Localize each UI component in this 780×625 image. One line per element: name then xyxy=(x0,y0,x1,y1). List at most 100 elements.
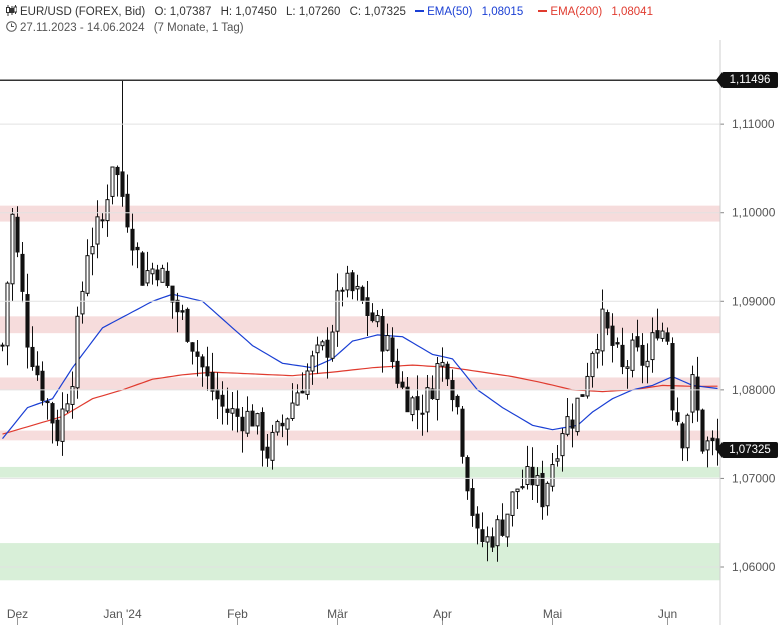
candle-body xyxy=(555,458,560,462)
candle-body xyxy=(435,363,440,400)
candle-body xyxy=(310,355,315,372)
y-tick-label: 1,09000 xyxy=(732,294,776,308)
candle-body xyxy=(180,310,185,313)
candle-body xyxy=(120,171,125,197)
candle-body xyxy=(525,466,530,485)
candle-body xyxy=(95,216,100,245)
candle-body xyxy=(380,316,385,352)
candle-body xyxy=(165,270,170,287)
period-high-price-tag: 1,11496 xyxy=(716,72,778,89)
candle-body xyxy=(440,361,445,367)
candle-body xyxy=(30,346,35,368)
candle-body xyxy=(110,166,115,197)
x-tick-label: Jun xyxy=(658,607,677,621)
candle-body xyxy=(655,330,660,339)
ema50-line xyxy=(2,293,718,439)
candle-body xyxy=(295,392,300,406)
timeframe: (7 Monate, 1 Tag) xyxy=(153,22,244,34)
date-range-row: 27.11.2023 - 14.06.2024 (7 Monate, 1 Tag… xyxy=(6,21,250,34)
candle-body xyxy=(190,342,195,352)
candle-body xyxy=(620,344,625,368)
candle-body xyxy=(70,386,75,405)
candle-body xyxy=(550,464,555,487)
candle-body xyxy=(430,388,435,400)
candle-body xyxy=(400,381,405,388)
candle-body xyxy=(705,440,710,451)
candle-body xyxy=(255,413,260,427)
candle-body xyxy=(40,370,45,401)
candle-body xyxy=(495,519,500,547)
candle-body xyxy=(700,409,705,452)
ema200-legend[interactable]: EMA(200) 1,08041 xyxy=(538,6,659,18)
ohlc-close: C: 1,07325 xyxy=(349,6,406,18)
clock-icon xyxy=(6,21,17,32)
candle-body xyxy=(320,341,325,347)
candle-body xyxy=(475,513,480,529)
y-tick-label: 1,07000 xyxy=(732,471,776,485)
candle-body xyxy=(665,332,670,342)
candle-body xyxy=(45,401,50,404)
axes: 1,06000 1,07000 1,08000 1,09000 1,10000 1,110… xyxy=(0,40,776,625)
candle-body xyxy=(185,308,190,342)
candle-body xyxy=(520,486,525,489)
candle-body xyxy=(505,513,510,538)
candle-body xyxy=(230,408,235,414)
candle-body xyxy=(15,216,20,253)
candle-body xyxy=(50,403,55,424)
date-range: 27.11.2023 - 14.06.2024 xyxy=(20,22,145,34)
candle-body xyxy=(580,394,585,397)
candle-body xyxy=(355,285,360,290)
candle-body xyxy=(55,419,60,442)
candle-body xyxy=(420,412,425,415)
candle-body xyxy=(585,375,590,397)
candle-body xyxy=(695,376,700,411)
ema50-label: EMA(50) xyxy=(427,6,473,18)
candle-body xyxy=(565,416,570,435)
candle-body xyxy=(595,349,600,354)
candle-body xyxy=(370,312,375,322)
candle-body xyxy=(105,199,110,222)
price-zone xyxy=(0,377,720,390)
candle-body xyxy=(210,372,215,392)
candle-body xyxy=(360,286,365,302)
candle-body xyxy=(490,536,495,548)
candle-body xyxy=(125,193,130,228)
candle-body xyxy=(290,402,295,419)
candle-body xyxy=(220,394,225,407)
ema200-value: 1,08041 xyxy=(611,6,653,18)
price-zone xyxy=(0,430,720,441)
ema50-legend[interactable]: EMA(50) 1,08015 xyxy=(415,6,529,18)
candle-body xyxy=(630,339,635,371)
candle-body xyxy=(690,374,695,413)
candle-body xyxy=(530,466,535,486)
candle-body xyxy=(640,344,645,366)
candle-body xyxy=(385,335,390,351)
candle-body xyxy=(515,488,520,493)
ohlc-low: L: 1,07260 xyxy=(286,6,341,18)
x-tick-label: Jan '24 xyxy=(103,607,142,621)
ohlc-high: H: 1,07450 xyxy=(220,6,277,18)
candle-body xyxy=(455,395,460,408)
candlestick-icon[interactable] xyxy=(6,5,17,16)
candle-body xyxy=(485,536,490,543)
candle-body xyxy=(160,267,165,283)
candle-body xyxy=(365,297,370,317)
candle-body xyxy=(240,416,245,432)
candle-body xyxy=(330,331,335,359)
candle-body xyxy=(350,272,355,292)
x-tick-label: Apr xyxy=(433,607,452,621)
candle-body xyxy=(540,472,545,508)
candle-body xyxy=(85,255,90,294)
y-tick-label: 1,11000 xyxy=(732,117,775,131)
candle-body xyxy=(100,219,105,222)
candle-body xyxy=(265,446,270,459)
candle-body xyxy=(340,289,345,292)
candle-body xyxy=(225,408,230,413)
candle-body xyxy=(445,363,450,380)
candle-body xyxy=(305,370,310,395)
candle-body xyxy=(245,410,250,434)
candle-body xyxy=(510,491,515,516)
candle-body xyxy=(250,410,255,427)
candle-body xyxy=(390,337,395,363)
